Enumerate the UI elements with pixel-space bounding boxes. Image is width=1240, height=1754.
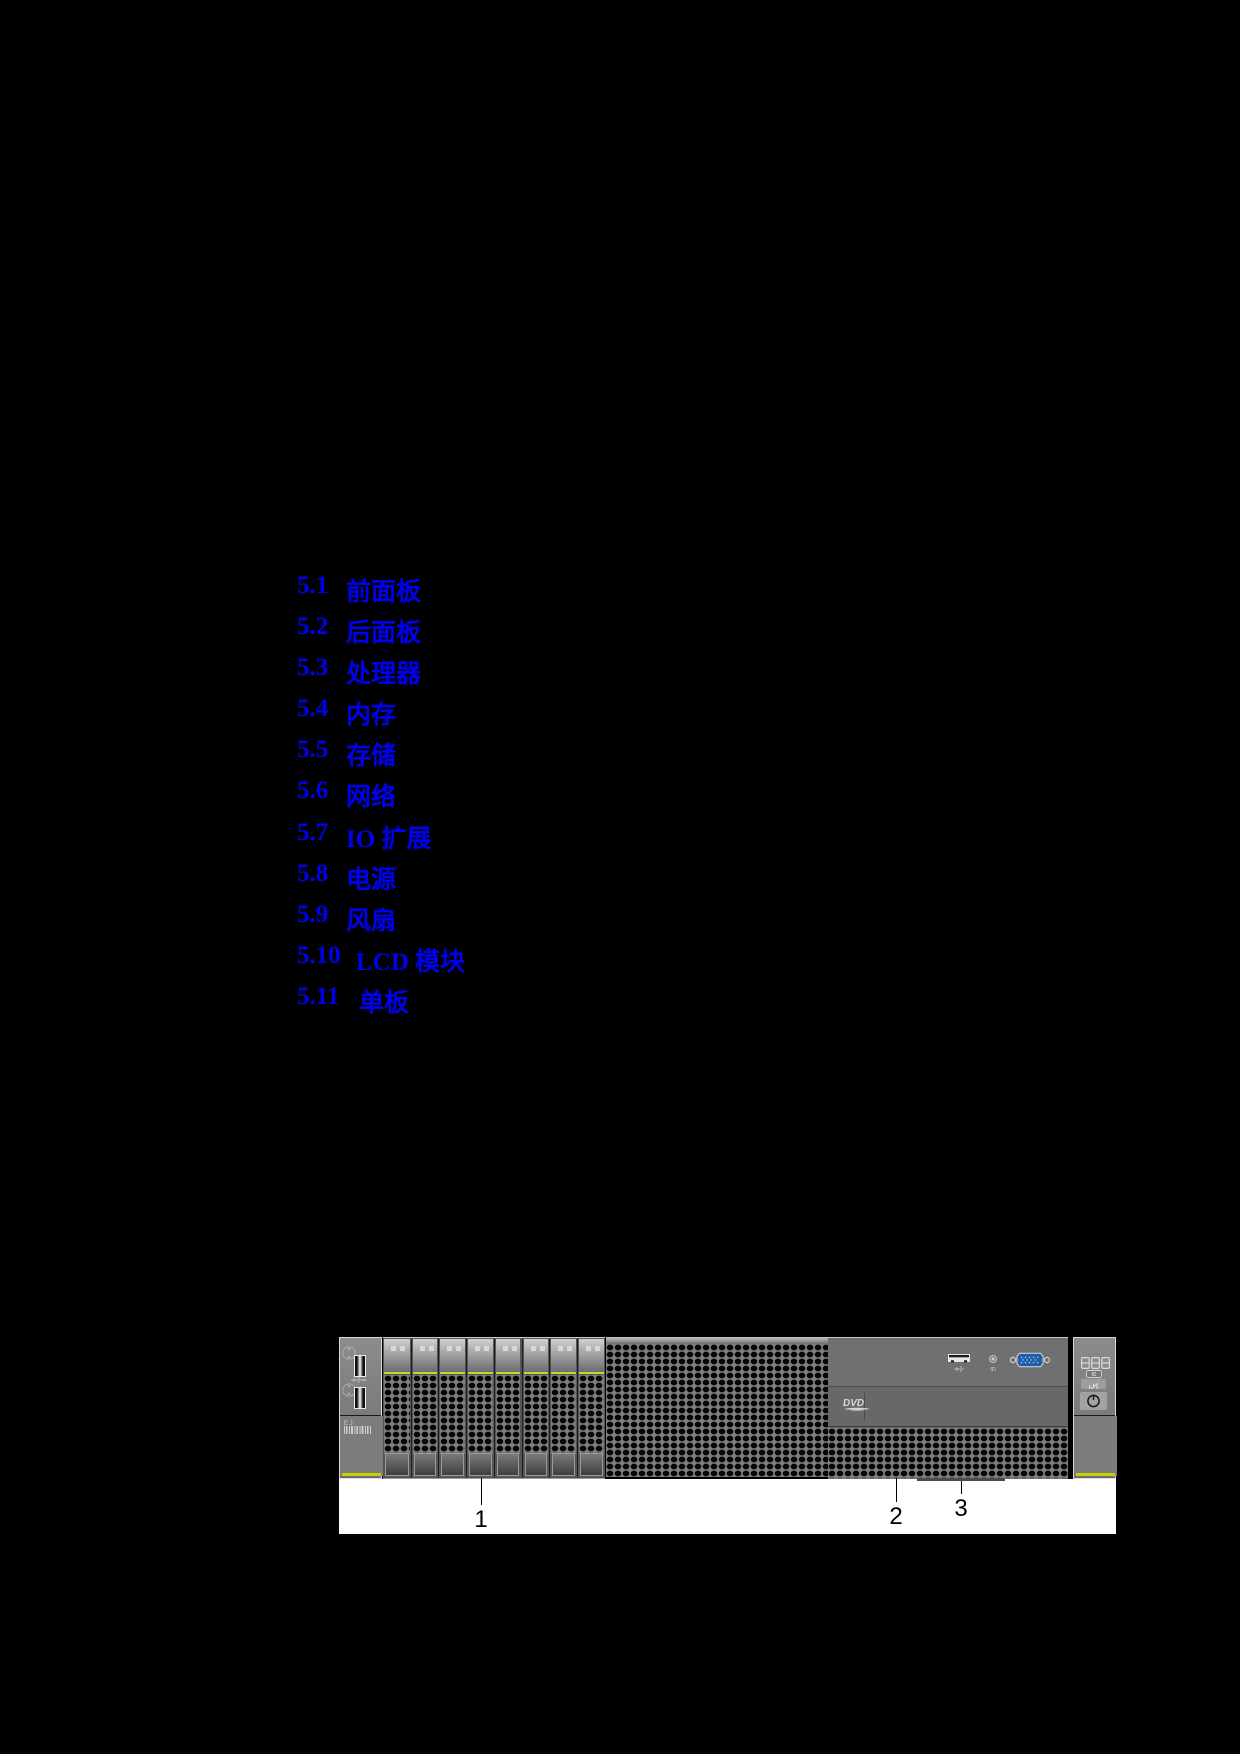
svg-text:DVD: DVD [843,1398,864,1409]
svg-text:ID: ID [1092,1372,1097,1378]
svg-text:ID: ID [990,1367,996,1373]
